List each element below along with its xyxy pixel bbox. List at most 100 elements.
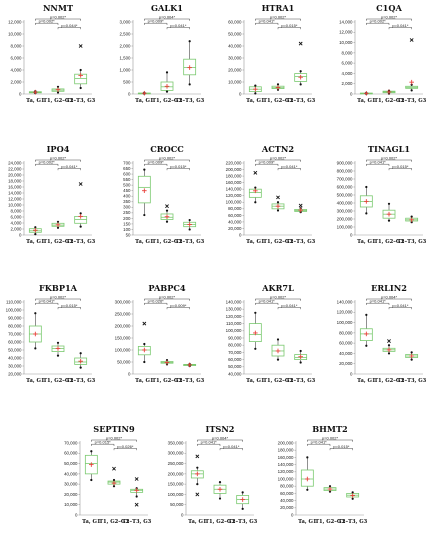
significance-bracket xyxy=(35,159,81,162)
whisker-min-point xyxy=(299,83,302,86)
y-tick-label: 150,000 xyxy=(168,482,184,487)
y-tick-label: 30,000 xyxy=(64,482,78,487)
y-tick-label: 140,000 xyxy=(337,299,353,304)
y-tick-label: 40,000 xyxy=(280,498,294,503)
y-tick-label: 8,000 xyxy=(11,43,23,48)
significance-bracket xyxy=(388,168,412,171)
y-tick-label: 4,000 xyxy=(342,71,354,76)
y-tick-label: 14,000 xyxy=(8,190,22,195)
whisker-max-point xyxy=(276,83,280,86)
panel-tinagl1: TINAGL1 0 100,000 200,000 300,000 400,000 500,… xyxy=(337,144,427,245)
x-category-label: Ta, G1 xyxy=(298,519,317,525)
x-category-label: T1, G2–G3 xyxy=(374,378,404,384)
whisker-max-point xyxy=(241,491,244,494)
y-tick-label: 10,000 xyxy=(8,31,22,36)
y-tick-label: 40,000 xyxy=(64,471,78,476)
box-iqr xyxy=(183,58,197,76)
outlier-point xyxy=(142,321,147,326)
p-value-label: p=0.041* xyxy=(259,19,276,24)
whisker-max-point xyxy=(79,212,82,215)
significance-bracket xyxy=(166,168,190,171)
significance-bracket xyxy=(255,18,301,21)
box-iqr xyxy=(248,323,262,343)
y-tick-label: 12,000 xyxy=(8,196,22,201)
whisker-max-point xyxy=(387,202,391,205)
p-value-label: p=0.041* xyxy=(39,299,56,304)
panel-septin9: SEPTIN9 0 10,000 20,000 30,000 40,000 50,000 60… xyxy=(64,424,152,525)
panel-pabpc4: PABPC4 0 50,000 100,000 150,000 200,000 250,00… xyxy=(115,283,205,384)
y-tick-label: 10,000 xyxy=(8,202,22,207)
x-category-label: T2–T3, G3 xyxy=(175,378,205,384)
y-tick-label: 500 xyxy=(123,79,131,84)
p-value-label: p=0.041* xyxy=(61,164,78,169)
y-tick-label: 650 xyxy=(123,166,131,171)
p-value-label: p=0.044* xyxy=(61,23,78,28)
y-tick-label: 110,000 xyxy=(226,321,242,326)
whisker-max-point xyxy=(276,201,280,204)
p-value-label: p=0.015* xyxy=(61,303,78,308)
y-tick-label: 50,000 xyxy=(117,359,131,364)
significance-bracket xyxy=(144,302,168,305)
panel-erlin2: ERLIN2 0 20,000 40,000 60,000 80,000 100,000 12… xyxy=(337,283,427,384)
whisker-max-point xyxy=(79,68,82,72)
whisker-max-point xyxy=(299,349,302,353)
x-category-label: T2–T3, G3 xyxy=(286,239,316,245)
significance-bracket xyxy=(144,163,168,166)
p-value-label: p=0.041* xyxy=(223,444,240,449)
p-value-label: p=0.015* xyxy=(170,164,187,169)
whisker-max-point xyxy=(306,456,309,459)
outlier-point xyxy=(78,182,83,186)
outlier-point xyxy=(195,492,200,497)
outlier-point xyxy=(78,44,83,48)
x-category-label: T1, G2–G3 xyxy=(374,239,404,245)
p-value-label: p=0.041* xyxy=(370,299,387,304)
y-tick-label: 2,000 xyxy=(11,226,23,231)
panel-itsn2: ITSN2 0 50,000 100,000 150,000 200,000 250,000… xyxy=(168,424,258,525)
y-tick-label: 1,500 xyxy=(120,55,132,60)
y-tick-label: 50,000 xyxy=(228,31,242,36)
panel-title: HTRA1 xyxy=(262,3,295,13)
p-value-label: p=0.026* xyxy=(148,299,165,304)
p-value-label: p=0.002* xyxy=(270,155,287,160)
panel-title: GALK1 xyxy=(151,3,183,13)
p-value-label: p=0.015* xyxy=(95,440,112,445)
y-tick-label: 100,000 xyxy=(337,224,353,229)
whisker-min-point xyxy=(196,483,199,486)
y-tick-label: 40,000 xyxy=(228,371,242,376)
whisker-min-point xyxy=(79,366,82,369)
y-tick-label: 250 xyxy=(123,210,131,215)
y-tick-label: 120,000 xyxy=(226,193,242,198)
x-category-label: Ta, G1 xyxy=(135,98,154,104)
y-tick-label: 200,000 xyxy=(226,167,242,172)
panel-nnmt: NNMT 0 2,000 4,000 6,000 8,000 10,000 12,000 Ta,… xyxy=(8,3,96,104)
significance-bracket xyxy=(277,307,301,310)
box-iqr xyxy=(137,345,151,356)
whisker-min-point xyxy=(365,212,368,215)
significance-bracket xyxy=(57,27,81,30)
significance-bracket xyxy=(144,18,190,21)
whisker-min-point xyxy=(56,354,60,357)
p-value-label: p=0.002* xyxy=(106,435,123,440)
x-category-label: T1, G2–G3 xyxy=(152,239,182,245)
p-value-label: p=0.002* xyxy=(270,14,287,19)
p-value-label: p=0.002* xyxy=(159,155,176,160)
y-tick-label: 20,000 xyxy=(339,361,353,366)
whisker-max-point xyxy=(34,312,37,315)
whisker-min-point xyxy=(56,226,60,229)
p-value-label: p=0.026* xyxy=(117,444,134,449)
y-tick-label: 40,000 xyxy=(228,43,242,48)
y-tick-label: 60,000 xyxy=(228,357,242,362)
y-tick-label: 30,000 xyxy=(8,363,22,368)
p-value-label: p=0.002* xyxy=(50,14,67,19)
x-category-label: Ta, G1 xyxy=(246,98,265,104)
panel-title: ERLIN2 xyxy=(371,283,407,293)
p-value-label: p=0.041* xyxy=(392,23,409,28)
box-iqr xyxy=(137,175,151,204)
y-tick-label: 20,000 xyxy=(228,67,242,72)
significance-bracket xyxy=(255,302,279,305)
whisker-max-point xyxy=(387,344,391,347)
x-category-label: T2–T3, G3 xyxy=(66,239,96,245)
p-value-label: p=0.002* xyxy=(270,294,287,299)
y-tick-label: 6,000 xyxy=(11,214,23,219)
y-tick-label: 12,000 xyxy=(8,19,22,24)
